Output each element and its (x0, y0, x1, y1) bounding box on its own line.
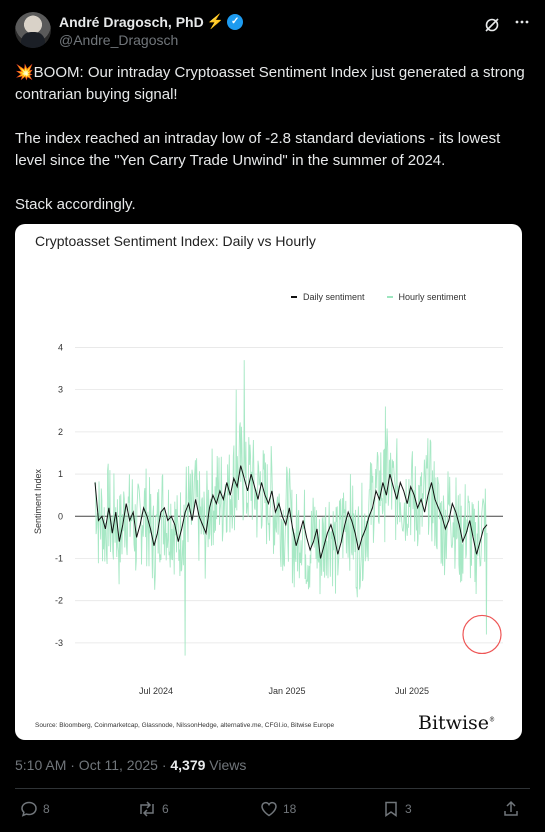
hourly-sentiment-line (94, 360, 488, 656)
repost-icon (140, 801, 154, 817)
legend-daily: Daily sentiment (303, 292, 365, 302)
repost-count: 6 (162, 802, 169, 816)
heart-icon (261, 801, 277, 817)
lightning-emoji: ⚡ (206, 13, 225, 29)
y-tick-label: 0 (58, 511, 63, 521)
author-display-name[interactable]: André Dragosch, PhD (59, 13, 204, 30)
divider (15, 788, 530, 789)
chart-legend: Daily sentiment Hourly sentiment (291, 292, 466, 302)
daily-sentiment-line (94, 465, 488, 559)
y-tick-label: -1 (55, 553, 63, 563)
tweet-text: 💥BOOM: Our intraday Cryptoasset Sentimen… (15, 62, 530, 238)
avatar[interactable] (15, 12, 51, 48)
chart-image-card[interactable]: Cryptoasset Sentiment Index: Daily vs Ho… (15, 224, 522, 740)
like-count: 18 (283, 802, 297, 816)
y-tick-label: 2 (58, 427, 63, 437)
repost-button[interactable]: 6 (137, 800, 169, 818)
share-icon (504, 800, 518, 816)
y-tick-label: -2 (55, 596, 63, 606)
bookmark-count: 3 (405, 802, 412, 816)
share-button[interactable] (502, 800, 520, 818)
more-options-icon[interactable] (514, 14, 530, 35)
reply-icon (21, 801, 37, 817)
x-tick-label: Jul 2025 (395, 686, 429, 694)
y-tick-label: 1 (58, 469, 63, 479)
y-tick-label: -3 (55, 638, 63, 648)
x-tick-label: Jan 2025 (268, 686, 305, 694)
y-axis-label: Sentiment Index (33, 468, 43, 534)
like-button[interactable]: 18 (260, 800, 296, 818)
grok-icon[interactable] (484, 17, 500, 33)
tweet-header: André Dragosch, PhD ⚡ ✓ @Andre_Dragosch (15, 12, 530, 52)
tweet-timestamp[interactable]: 5:10 AM · Oct 11, 2025 · (15, 757, 171, 773)
tweet-paragraph-3: Stack accordingly. (15, 196, 136, 213)
verified-badge-icon: ✓ (227, 13, 244, 30)
sentiment-chart: 4 3 2 1 0 -1 -2 -3 Sentiment Index Jul 2024 Jan 20… (33, 342, 503, 694)
brand-name: Bitwise (418, 712, 490, 734)
bookmark-button[interactable]: 3 (382, 800, 412, 818)
tweet-paragraph-1: 💥BOOM: Our intraday Cryptoasset Sentimen… (15, 64, 525, 103)
action-bar: 8 6 18 3 (15, 800, 530, 822)
views-count: 4,379 (170, 757, 206, 773)
reply-button[interactable]: 8 (20, 800, 50, 818)
legend-hourly: Hourly sentiment (398, 292, 467, 302)
y-tick-label: 3 (58, 385, 63, 395)
author-handle[interactable]: @Andre_Dragosch (59, 32, 179, 48)
bookmark-icon (385, 801, 397, 817)
reply-count: 8 (43, 802, 50, 816)
y-tick-label: 4 (58, 342, 63, 352)
brand-mark: ® (489, 716, 496, 724)
chart-title: Cryptoasset Sentiment Index: Daily vs Ho… (35, 233, 316, 249)
tweet-meta: 5:10 AM · Oct 11, 2025 · 4,379 Views (15, 757, 246, 773)
chart-source: Source: Bloomberg, Coinmarketcap, Glassn… (35, 722, 335, 729)
tweet-paragraph-2: The index reached an intraday low of -2.… (15, 130, 501, 169)
bitwise-logo: Bitwise® (418, 712, 495, 734)
author-name-row[interactable]: André Dragosch, PhD ⚡ ✓ (59, 13, 244, 30)
signal-annotation-circle (462, 614, 502, 655)
views-label: Views (205, 757, 247, 773)
x-tick-label: Jul 2024 (139, 686, 173, 694)
